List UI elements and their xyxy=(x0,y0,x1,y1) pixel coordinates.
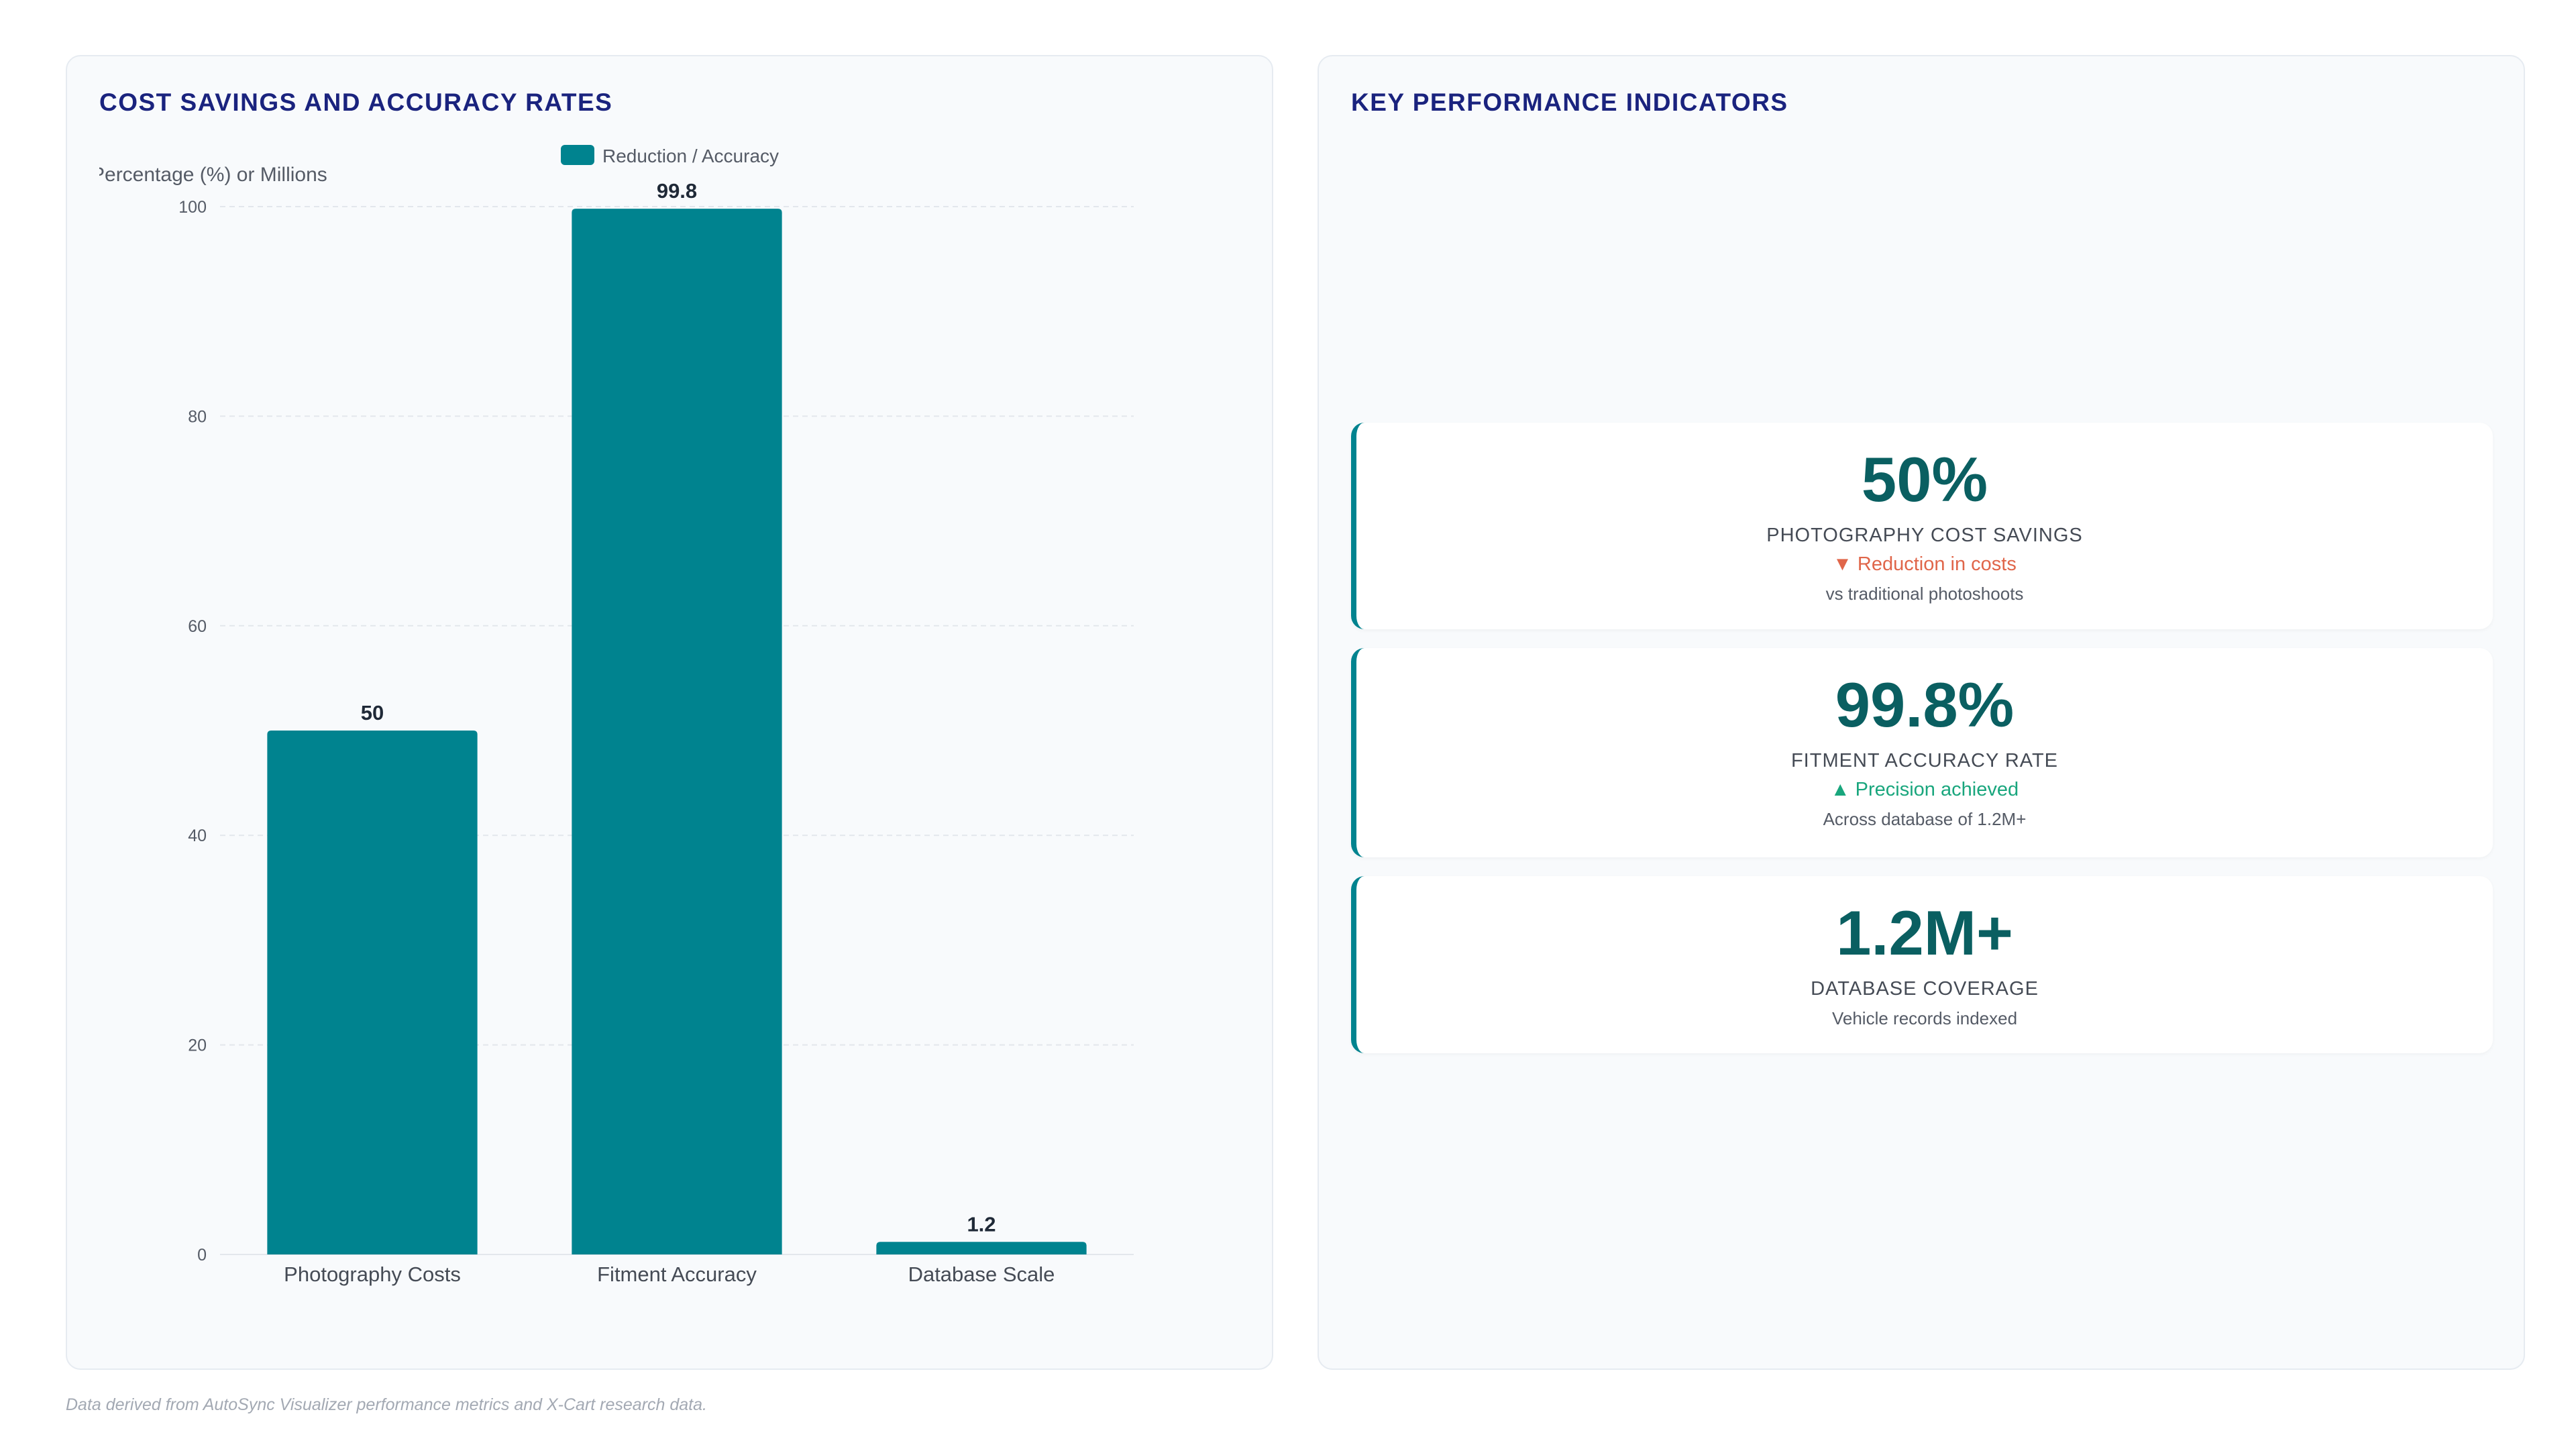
y-tick-label: 0 xyxy=(197,1246,207,1265)
kpi-value: 50% xyxy=(1861,444,1988,515)
kpi-trend: ▼ Reduction in costs xyxy=(1833,553,2017,575)
footer-note: Data derived from AutoSync Visualizer pe… xyxy=(66,1395,707,1414)
kpi-trend: ▲ Precision achieved xyxy=(1830,779,2019,800)
bar-value-label: 50 xyxy=(361,701,384,724)
bar-chart: 50 99.8 1.2 0 20 40 60 80 100 Photography Costs… xyxy=(91,145,1134,1286)
kpi-value: 99.8% xyxy=(1835,669,2015,740)
kpi-subtext: Across database of 1.2M+ xyxy=(1823,809,2027,829)
y-tick-label: 40 xyxy=(188,826,207,845)
x-axis-categories: Photography Costs Fitment Accuracy Databas… xyxy=(284,1263,1055,1286)
kpi-label: PHOTOGRAPHY COST SAVINGS xyxy=(1766,525,2083,546)
y-tick-label: 60 xyxy=(188,617,207,636)
bar xyxy=(267,731,478,1254)
bar-value-label: 1.2 xyxy=(967,1212,996,1236)
y-axis-ticks: 0 20 40 60 80 100 xyxy=(178,198,207,1265)
kpi-card-database-coverage: 1.2M+ DATABASE COVERAGE Vehicle records … xyxy=(1351,876,2493,1053)
legend-swatch xyxy=(561,145,594,165)
y-tick-label: 80 xyxy=(188,407,207,426)
kpi-label: DATABASE COVERAGE xyxy=(1811,978,2039,1000)
kpi-subtext: vs traditional photoshoots xyxy=(1825,584,2024,604)
bar xyxy=(572,209,782,1254)
chart-panel-title: COST SAVINGS AND ACCURACY RATES xyxy=(99,89,613,116)
chart-bars: 50 99.8 1.2 xyxy=(267,179,1087,1254)
bar-value-label: 99.8 xyxy=(657,179,697,203)
chart-panel: COST SAVINGS AND ACCURACY RATES 50 99.8 1.… xyxy=(66,55,1273,1370)
y-tick-label: 20 xyxy=(188,1036,207,1055)
x-category-label: Photography Costs xyxy=(284,1263,461,1286)
kpi-label: FITMENT ACCURACY RATE xyxy=(1790,750,2059,771)
kpi-panel-title: KEY PERFORMANCE INDICATORS xyxy=(1351,89,1788,116)
kpi-card-fitment-accuracy: 99.8% FITMENT ACCURACY RATE ▲ Precision … xyxy=(1351,648,2493,857)
legend-entry: Reduction / Accuracy xyxy=(602,146,779,166)
x-category-label: Fitment Accuracy xyxy=(597,1263,757,1286)
x-category-label: Database Scale xyxy=(908,1263,1055,1286)
bar xyxy=(876,1242,1087,1254)
kpi-value: 1.2M+ xyxy=(1836,898,2013,968)
kpi-panel: KEY PERFORMANCE INDICATORS 50% PHOTOGRAP… xyxy=(1318,55,2525,1370)
y-axis-label: Percentage (%) or Millions xyxy=(91,164,327,186)
y-tick-label: 100 xyxy=(178,198,207,217)
kpi-subtext: Vehicle records indexed xyxy=(1831,1008,2018,1028)
chart-legend: Reduction / Accuracy xyxy=(561,145,779,166)
kpi-card-cost-savings: 50% PHOTOGRAPHY COST SAVINGS ▼ Reduction… xyxy=(1351,423,2493,629)
